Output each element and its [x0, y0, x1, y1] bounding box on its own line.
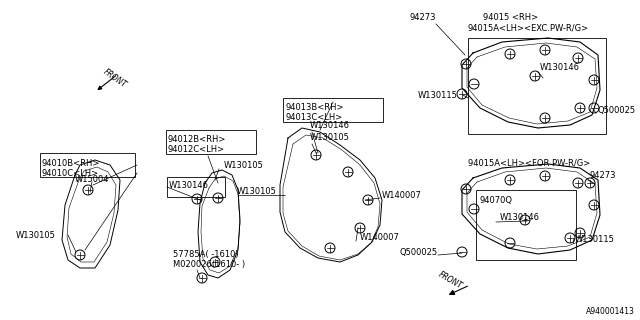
Bar	[468, 38, 606, 134]
Text: 94273: 94273	[590, 171, 616, 180]
Text: M020026(1610- ): M020026(1610- )	[173, 260, 245, 269]
Text: W130115: W130115	[575, 236, 615, 244]
Text: 94010C<LH>: 94010C<LH>	[42, 169, 99, 178]
Text: W130105: W130105	[237, 188, 277, 196]
Bar	[167, 177, 225, 197]
Text: W15004: W15004	[75, 175, 109, 185]
Text: 57785A( -1610): 57785A( -1610)	[173, 251, 239, 260]
Text: 94013B<RH>: 94013B<RH>	[285, 103, 344, 113]
Text: 94015A<LH><EXC.PW-R/G>: 94015A<LH><EXC.PW-R/G>	[468, 23, 589, 33]
Text: Q500025: Q500025	[400, 247, 438, 257]
Text: W140007: W140007	[360, 234, 400, 243]
Bar	[476, 190, 576, 260]
Text: W130115: W130115	[418, 91, 458, 100]
Text: 94273: 94273	[410, 13, 436, 22]
Text: W140007: W140007	[382, 190, 422, 199]
Text: 94015A<LH><FOR PW-R/G>: 94015A<LH><FOR PW-R/G>	[468, 158, 590, 167]
Text: 94015 <RH>: 94015 <RH>	[483, 13, 538, 22]
Text: FRONT: FRONT	[102, 67, 128, 89]
Bar	[283, 98, 383, 122]
Text: A940001413: A940001413	[586, 308, 635, 316]
Text: 94012B<RH>: 94012B<RH>	[168, 135, 227, 145]
Text: W130146: W130146	[310, 122, 350, 131]
Bar	[166, 130, 256, 154]
Text: W130146: W130146	[169, 180, 209, 189]
Text: W130146: W130146	[500, 213, 540, 222]
Bar	[40, 153, 135, 177]
Text: W130105: W130105	[310, 133, 350, 142]
Text: W130146: W130146	[540, 63, 580, 73]
Text: W130105: W130105	[16, 230, 56, 239]
Text: W130105: W130105	[224, 161, 264, 170]
Text: 94012C<LH>: 94012C<LH>	[168, 146, 225, 155]
Text: 94010B<RH>: 94010B<RH>	[42, 158, 100, 167]
Text: Q500025: Q500025	[598, 106, 636, 115]
Text: 94070Q: 94070Q	[480, 196, 513, 204]
Text: 94013C<LH>: 94013C<LH>	[285, 114, 342, 123]
Text: FRONT: FRONT	[436, 270, 463, 290]
